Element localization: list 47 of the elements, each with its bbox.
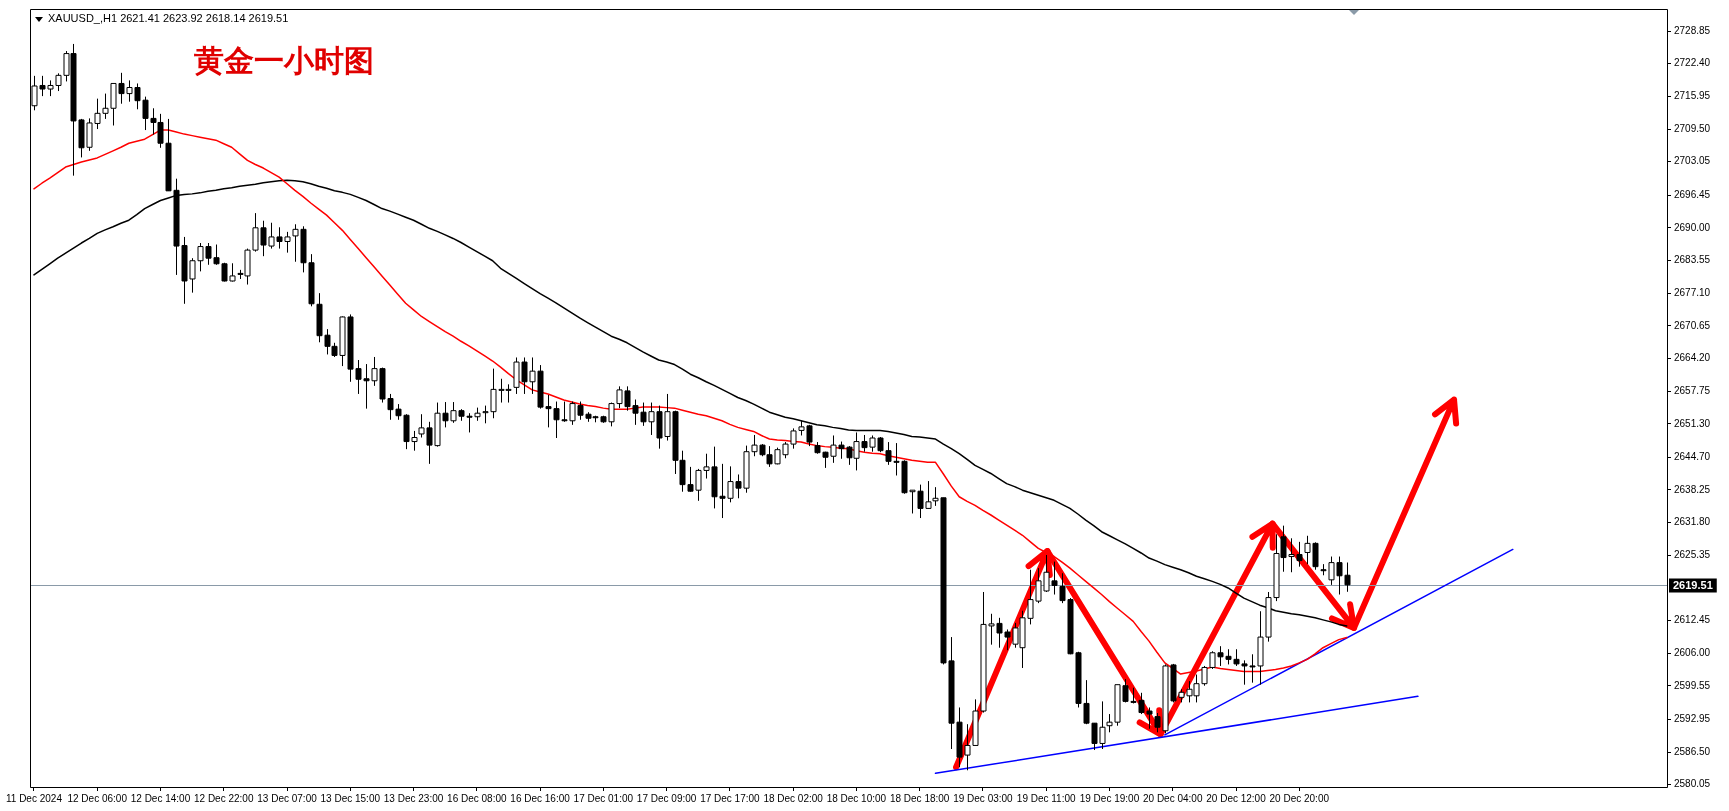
- y-tick-label: 2703.05: [1674, 155, 1711, 167]
- y-tick-label: 2677.10: [1674, 286, 1711, 298]
- x-tick-label: 11 Dec 2024: [5, 792, 63, 804]
- x-tick-label: 16 Dec 16:00: [510, 792, 571, 804]
- x-tick-label: 18 Dec 02:00: [763, 792, 824, 804]
- y-tick-label: 2599.55: [1674, 679, 1711, 691]
- x-tick-label: 19 Dec 19:00: [1079, 792, 1140, 804]
- y-tick-label: 2657.75: [1674, 384, 1711, 396]
- y-tick-label: 2651.30: [1674, 417, 1711, 429]
- y-tick-label: 2715.95: [1674, 90, 1711, 102]
- y-tick-label: 2625.35: [1674, 549, 1711, 561]
- x-tick-label: 12 Dec 06:00: [67, 792, 128, 804]
- x-tick-label: 16 Dec 08:00: [447, 792, 507, 804]
- y-tick-label: 2638.25: [1674, 483, 1711, 495]
- x-tick-label: 19 Dec 03:00: [953, 792, 1014, 804]
- x-tick-label: 20 Dec 20:00: [1269, 792, 1330, 804]
- y-tick-label: 2709.50: [1674, 122, 1711, 134]
- y-tick-label: 2580.05: [1674, 778, 1711, 790]
- y-tick-label: 2606.00: [1674, 647, 1711, 659]
- y-tick-label: 2670.65: [1674, 319, 1711, 331]
- y-tick-label: 2683.55: [1674, 254, 1711, 266]
- y-tick-label: 2696.45: [1674, 188, 1711, 200]
- y-tick-label: 2612.45: [1674, 614, 1711, 626]
- x-tick-label: 17 Dec 01:00: [573, 792, 634, 804]
- y-tick-label: 2664.20: [1674, 352, 1711, 364]
- x-tick-label: 13 Dec 23:00: [383, 792, 444, 804]
- x-tick-label: 20 Dec 04:00: [1142, 792, 1203, 804]
- text: 黄金一小时图: [193, 42, 374, 80]
- x-tick-label: 17 Dec 09:00: [636, 792, 697, 804]
- x-tick-label: 18 Dec 10:00: [826, 792, 887, 804]
- x-tick-label: 18 Dec 18:00: [889, 792, 950, 804]
- x-tick-label: 12 Dec 14:00: [130, 792, 191, 804]
- y-tick-label: 2631.80: [1674, 516, 1711, 528]
- x-tick-label: 12 Dec 22:00: [194, 792, 254, 804]
- x-tick-label: 20 Dec 12:00: [1206, 792, 1267, 804]
- y-tick-label: 2644.70: [1674, 451, 1711, 463]
- chart-title: XAUUSD_,H1 2621.41 2623.92 2618.14 2619.51: [48, 12, 289, 24]
- y-tick-label: 2722.40: [1674, 57, 1711, 69]
- x-tick-label: 13 Dec 15:00: [320, 792, 381, 804]
- y-tick-label: 2728.85: [1674, 24, 1711, 36]
- x-tick-label: 17 Dec 17:00: [700, 792, 761, 804]
- ref-line-label: 2619.51: [1673, 578, 1713, 591]
- y-tick-label: 2592.95: [1674, 713, 1711, 725]
- x-tick-label: 19 Dec 11:00: [1016, 792, 1077, 804]
- y-tick-label: 2690.00: [1674, 221, 1711, 233]
- y-tick-label: 2586.50: [1674, 745, 1711, 757]
- x-tick-label: 13 Dec 07:00: [257, 792, 318, 804]
